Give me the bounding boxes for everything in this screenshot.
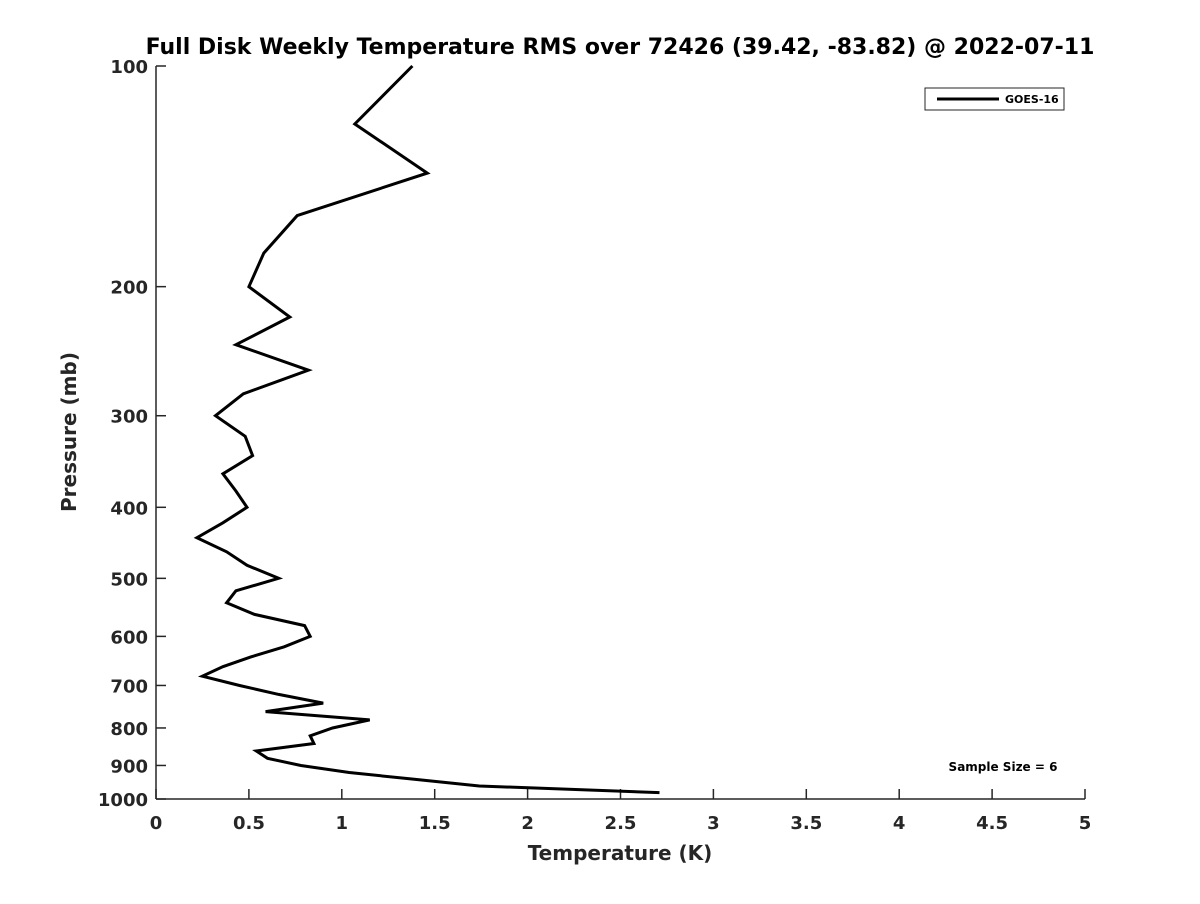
y-tick-label: 800 — [110, 719, 148, 740]
x-tick-label: 4.5 — [976, 813, 1008, 834]
x-tick-label: 1 — [336, 813, 349, 834]
x-tick-label: 3 — [707, 813, 720, 834]
x-tick-label: 4 — [893, 813, 906, 834]
x-tick-label: 5 — [1079, 813, 1092, 834]
series-line-goes-16 — [193, 64, 660, 795]
y-tick-label: 300 — [110, 407, 148, 428]
x-tick-label: 0.5 — [233, 813, 265, 834]
chart-title: Full Disk Weekly Temperature RMS over 72… — [146, 35, 1095, 60]
x-tick-label: 2 — [521, 813, 534, 834]
y-tick-label: 400 — [110, 498, 148, 519]
y-tick-label: 200 — [110, 278, 148, 299]
legend-label-goes-16: GOES-16 — [1005, 93, 1059, 106]
y-tick-label: 1000 — [98, 790, 148, 811]
y-tick-label: 500 — [110, 569, 148, 590]
x-tick-label: 2.5 — [605, 813, 637, 834]
x-tick-label: 1.5 — [419, 813, 451, 834]
sample-size-annotation: Sample Size = 6 — [949, 760, 1058, 774]
x-tick-label: 0 — [150, 813, 163, 834]
y-tick-label: 700 — [110, 676, 148, 697]
y-tick-label: 100 — [110, 57, 148, 78]
axes: 0 0.5 1 1.5 2 2.5 3 3.5 4 4.5 5 100 200 300 400 500 600 7… — [98, 57, 1091, 834]
y-tick-label: 900 — [110, 756, 148, 777]
y-tick-label: 600 — [110, 627, 148, 648]
x-tick-label: 3.5 — [790, 813, 822, 834]
x-axis-label: Temperature (K) — [528, 841, 713, 865]
y-axis-label: Pressure (mb) — [57, 352, 81, 512]
legend: GOES-16 — [924, 87, 1065, 111]
